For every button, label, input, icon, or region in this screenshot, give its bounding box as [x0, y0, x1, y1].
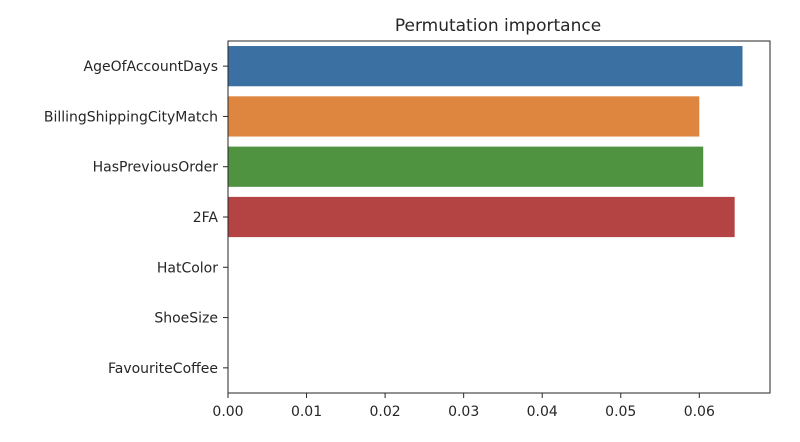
x-axis: 0.00 0.01 0.02 0.03 0.04 0.05 0.06	[212, 393, 715, 420]
y-tick-label: ShoeSize	[154, 311, 218, 327]
x-tick-label: 0.04	[527, 404, 558, 420]
y-tick-label: HatColor	[157, 260, 218, 276]
x-tick-label: 0.00	[212, 404, 243, 420]
y-tick-label: 2FA	[193, 210, 219, 226]
x-tick-label: 0.06	[684, 404, 715, 420]
bars-layer	[228, 46, 743, 238]
x-tick-label: 0.03	[448, 404, 479, 420]
x-tick-label: 0.05	[605, 404, 636, 420]
y-tick-label: AgeOfAccountDays	[84, 59, 219, 75]
x-tick-label: 0.02	[370, 404, 401, 420]
bar-2	[228, 146, 704, 187]
bar-1	[228, 96, 700, 137]
y-axis: AgeOfAccountDays BillingShippingCityMatch…	[44, 59, 228, 377]
x-tick-label: 0.01	[291, 404, 322, 420]
bar-0	[228, 46, 743, 87]
chart-title: Permutation importance	[395, 16, 601, 36]
y-tick-label: FavouriteCoffee	[108, 361, 218, 377]
bar-3	[228, 196, 735, 238]
y-tick-label: BillingShippingCityMatch	[44, 109, 218, 125]
y-tick-label: HasPreviousOrder	[93, 160, 219, 176]
